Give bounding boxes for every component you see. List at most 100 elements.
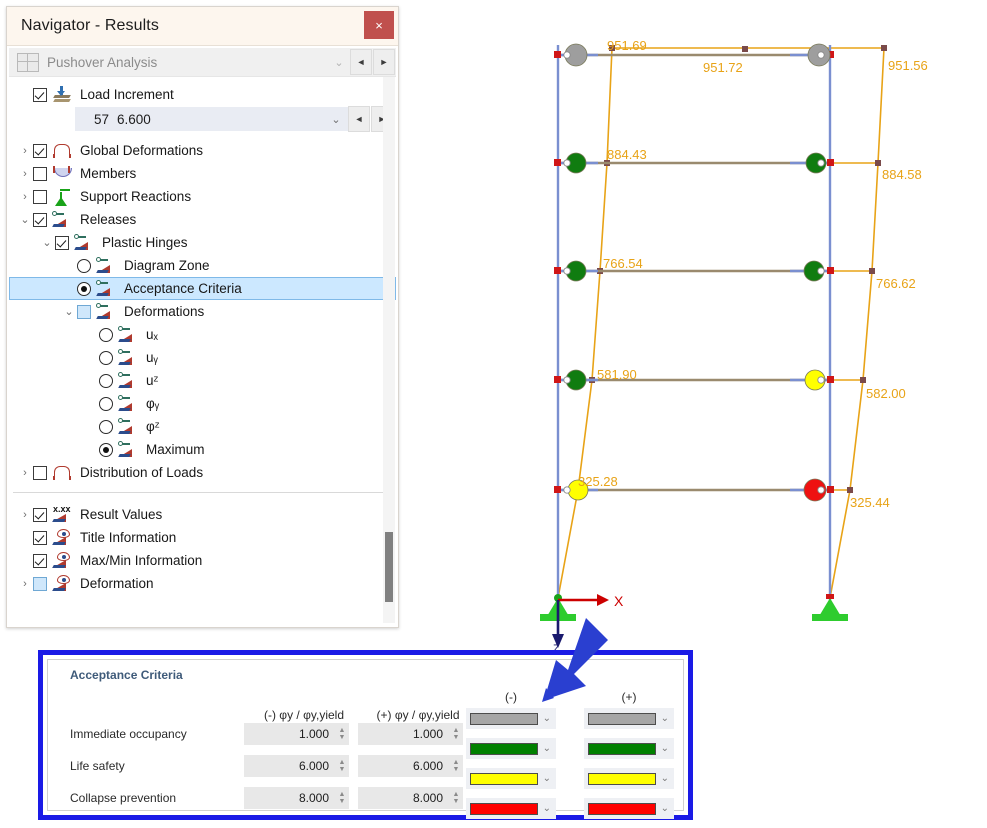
tree-item-support-reactions[interactable]: › Support Reactions <box>9 185 396 208</box>
radio-button[interactable] <box>99 442 113 457</box>
tree-item-phiy[interactable]: › φᵧ <box>9 392 396 415</box>
chevron-icon[interactable]: ⌄ <box>20 214 30 226</box>
chevron-down-icon[interactable]: ⌄ <box>660 713 669 724</box>
radio-button[interactable] <box>99 373 113 388</box>
chevron-icon[interactable]: ⌄ <box>64 306 74 318</box>
checkbox[interactable] <box>33 166 47 181</box>
tree-item-result-values[interactable]: › x.xx Result Values <box>9 503 396 526</box>
axis-indicator: X Z <box>552 593 624 650</box>
checkbox[interactable] <box>77 304 91 319</box>
checkbox[interactable] <box>33 212 47 227</box>
chevron-down-icon[interactable]: ⌄ <box>334 56 344 69</box>
scrollbar-thumb[interactable] <box>385 532 393 602</box>
neg-color-select[interactable]: ⌄ <box>466 798 556 819</box>
neg-ratio-stepper[interactable]: 1.000 ▲ ▼ <box>244 723 349 745</box>
chevron-icon[interactable]: › <box>17 89 33 101</box>
checkbox[interactable] <box>33 530 47 545</box>
tree-item-ux[interactable]: › uₓ <box>9 323 396 346</box>
radio-button[interactable] <box>99 396 113 411</box>
neg-color-select[interactable]: ⌄ <box>466 768 556 789</box>
close-icon[interactable]: × <box>364 11 394 39</box>
chevron-icon[interactable]: › <box>83 329 99 341</box>
checkbox[interactable] <box>33 553 47 568</box>
analysis-next-button[interactable]: ► <box>373 49 395 75</box>
tree-item-releases[interactable]: ⌄ Releases <box>9 208 396 231</box>
stepper-arrows[interactable]: ▲ ▼ <box>338 727 346 741</box>
pos-ratio-stepper[interactable]: 1.000 ▲ ▼ <box>358 723 463 745</box>
chevron-down-icon[interactable]: ⌄ <box>660 773 669 784</box>
tree-item-diagram-zone[interactable]: › Diagram Zone <box>9 254 396 277</box>
tree-item-deformations[interactable]: ⌄ Deformations <box>9 300 396 323</box>
neg-color-select[interactable]: ⌄ <box>466 708 556 729</box>
load-increment-stepper[interactable]: 57 6.600 ⌄ ◄ ► <box>75 106 394 132</box>
chevron-icon[interactable]: ⌄ <box>42 237 52 249</box>
chevron-icon[interactable]: › <box>17 555 33 567</box>
tree-item-global-deformations[interactable]: › Global Deformations <box>9 139 396 162</box>
pos-color-select[interactable]: ⌄ <box>584 738 674 759</box>
tree-item-maximum[interactable]: › Maximum <box>9 438 396 461</box>
neg-ratio-stepper[interactable]: 8.000 ▲ ▼ <box>244 787 349 809</box>
chevron-icon[interactable]: › <box>83 352 99 364</box>
stepper-arrows[interactable]: ▲ ▼ <box>452 791 460 805</box>
chevron-icon[interactable]: › <box>61 283 77 295</box>
tree-item-maxmin-information[interactable]: › Max/Min Information <box>9 549 396 572</box>
radio-button[interactable] <box>99 419 113 434</box>
pos-color-select[interactable]: ⌄ <box>584 768 674 789</box>
tree-item-title-information[interactable]: › Title Information <box>9 526 396 549</box>
tree-item-deformation[interactable]: › Deformation <box>9 572 396 595</box>
radio-button[interactable] <box>99 327 113 342</box>
chevron-down-icon[interactable]: ⌄ <box>542 803 551 814</box>
chevron-icon[interactable]: › <box>17 532 33 544</box>
stepper-arrows[interactable]: ▲ ▼ <box>338 759 346 773</box>
pos-color-select[interactable]: ⌄ <box>584 798 674 819</box>
tree-item-load-increment[interactable]: › Load Increment <box>9 83 396 106</box>
radio-button[interactable] <box>99 350 113 365</box>
chevron-down-icon[interactable]: ⌄ <box>331 113 341 126</box>
checkbox[interactable] <box>55 235 69 250</box>
chevron-icon[interactable]: › <box>61 260 77 272</box>
tree-item-uz[interactable]: › uᶻ <box>9 369 396 392</box>
tree-item-distribution-of-loads[interactable]: › Distribution of Loads <box>9 461 396 484</box>
neg-color-select[interactable]: ⌄ <box>466 738 556 759</box>
chevron-icon[interactable]: › <box>83 375 99 387</box>
chevron-down-icon[interactable]: ⌄ <box>542 773 551 784</box>
chevron-icon[interactable]: › <box>23 167 27 180</box>
tree-item-phiz[interactable]: › φᶻ <box>9 415 396 438</box>
load-increment-field[interactable]: 57 6.600 ⌄ <box>75 107 348 131</box>
checkbox[interactable] <box>33 576 47 591</box>
pos-ratio-stepper[interactable]: 8.000 ▲ ▼ <box>358 787 463 809</box>
checkbox[interactable] <box>33 507 47 522</box>
tree-item-plastic-hinges[interactable]: ⌄ Plastic Hinges <box>9 231 396 254</box>
analysis-prev-button[interactable]: ◄ <box>350 49 372 75</box>
navigator-scrollbar[interactable] <box>383 77 395 623</box>
checkbox[interactable] <box>33 465 47 480</box>
chevron-icon[interactable]: › <box>23 508 27 521</box>
tree-item-uy[interactable]: › uᵧ <box>9 346 396 369</box>
analysis-type-combobox[interactable]: Pushover Analysis ⌄ ◄ ► <box>9 48 396 77</box>
chevron-icon[interactable]: › <box>23 577 27 590</box>
radio-button[interactable] <box>77 258 91 273</box>
tree-item-members[interactable]: › Members <box>9 162 396 185</box>
chevron-icon[interactable]: › <box>23 466 27 479</box>
checkbox[interactable] <box>33 87 47 102</box>
chevron-icon[interactable]: › <box>23 190 27 203</box>
pos-ratio-stepper[interactable]: 6.000 ▲ ▼ <box>358 755 463 777</box>
chevron-down-icon[interactable]: ⌄ <box>660 743 669 754</box>
checkbox[interactable] <box>33 189 47 204</box>
pos-color-select[interactable]: ⌄ <box>584 708 674 729</box>
chevron-down-icon[interactable]: ⌄ <box>660 803 669 814</box>
stepper-arrows[interactable]: ▲ ▼ <box>452 759 460 773</box>
tree-item-acceptance-criteria[interactable]: › Acceptance Criteria <box>9 277 396 300</box>
neg-ratio-stepper[interactable]: 6.000 ▲ ▼ <box>244 755 349 777</box>
stepper-arrows[interactable]: ▲ ▼ <box>338 791 346 805</box>
chevron-icon[interactable]: › <box>83 421 99 433</box>
checkbox[interactable] <box>33 143 47 158</box>
chevron-down-icon[interactable]: ⌄ <box>542 713 551 724</box>
load-increment-prev-button[interactable]: ◄ <box>348 106 370 132</box>
chevron-down-icon[interactable]: ⌄ <box>542 743 551 754</box>
chevron-icon[interactable]: › <box>23 144 27 157</box>
chevron-icon[interactable]: › <box>83 398 99 410</box>
radio-button[interactable] <box>77 281 91 296</box>
chevron-icon[interactable]: › <box>83 444 99 456</box>
stepper-arrows[interactable]: ▲ ▼ <box>452 727 460 741</box>
